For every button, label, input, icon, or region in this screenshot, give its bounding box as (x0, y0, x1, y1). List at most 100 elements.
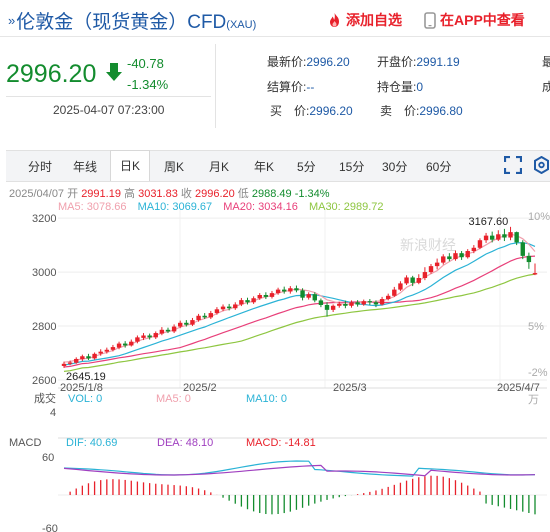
fire-icon (330, 13, 339, 27)
candle-body (220, 306, 226, 310)
candle-body (122, 343, 128, 346)
candle-body (171, 326, 177, 332)
candle-body (257, 295, 262, 299)
candle-body (214, 309, 220, 314)
candle-body (275, 289, 281, 294)
candle-body (483, 235, 489, 241)
candle-body (202, 315, 207, 318)
candle-body (318, 300, 324, 305)
candle-body (508, 232, 513, 238)
tab-30min[interactable]: 30分 (382, 160, 408, 174)
candle-body (324, 304, 330, 310)
add-watchlist-button[interactable]: 添加自选 (327, 10, 402, 30)
quote-divider (6, 96, 211, 97)
macd-y-tick-top: 60 (42, 452, 54, 464)
ma20-line (63, 255, 536, 368)
vol-ma10: MA10: 0 (246, 393, 287, 405)
extra-col-2: 成 (542, 80, 550, 94)
candle-body (86, 356, 91, 359)
chart-watermark: 新浪财经 (400, 237, 456, 253)
candle-body (453, 253, 458, 260)
add-watchlist-label: 添加自选 (346, 12, 402, 28)
fullscreen-icon[interactable] (504, 156, 522, 174)
tab-60min[interactable]: 60分 (426, 160, 452, 174)
candle-body (67, 362, 73, 364)
candle-body (410, 277, 415, 283)
candle-body (300, 290, 305, 298)
tab-5min[interactable]: 5分 (297, 160, 316, 174)
candle-body (422, 272, 428, 278)
ma-legend: MA5: 3078.66 MA10: 3069.67 MA20: 3034.16… (58, 201, 384, 213)
candle-body (465, 251, 470, 258)
candle-body (135, 337, 140, 342)
candle-body (288, 288, 293, 292)
tab-monthly-k[interactable]: 月K (209, 160, 230, 174)
candle-body (404, 277, 409, 284)
candle-body (496, 234, 501, 240)
percent-axis: 10% 5% -2% (528, 211, 550, 379)
percent-tick-label: 5% (528, 321, 544, 333)
tab-yearly-k[interactable]: 年K (254, 160, 275, 174)
macd-dif: DIF: 40.69 (66, 437, 117, 449)
tab-weekly-k[interactable]: 周K (164, 160, 185, 174)
y-tick-label: 2600 (32, 375, 56, 387)
candle-body (343, 303, 348, 306)
candle-body (263, 295, 269, 297)
candle-body (349, 302, 354, 306)
y-tick-label: 3200 (32, 213, 56, 225)
candle-body (428, 266, 434, 273)
candle-body (385, 295, 391, 300)
candle-body (330, 305, 336, 310)
ohlc-info-row: 2025/04/07 开 2991.19 高 3031.83 收 2996.20… (9, 188, 330, 200)
candle-body (159, 329, 165, 334)
ask-price-row: 卖 价:2996.80 (380, 104, 463, 118)
max-price-label: 3167.60 (469, 216, 509, 228)
latest-price-row: 最新价:2996.20 (267, 55, 350, 69)
candle-body (208, 313, 214, 318)
candle-body (367, 301, 373, 303)
percent-tick-label: -2% (528, 367, 548, 379)
macd-label: MACD (9, 437, 41, 449)
macd-value: MACD: -14.81 (246, 437, 316, 449)
ma30-line (63, 273, 536, 372)
open-in-app-button[interactable]: 在APP中查看 (424, 10, 525, 30)
min-price-label: 2645.19 (66, 371, 106, 383)
current-price: 2996.20 (6, 60, 97, 88)
candle-body (239, 300, 244, 305)
tab-year-line[interactable]: 年线 (73, 160, 98, 174)
macd-plot (58, 460, 547, 515)
candle-body (104, 349, 110, 352)
x-tick-label: 2025/1/8 (60, 382, 103, 394)
moving-average-lines (63, 233, 536, 372)
candle-body (355, 302, 360, 305)
chart-grid (58, 210, 547, 439)
candle-body (282, 289, 287, 292)
candle-body (416, 278, 421, 283)
period-tab-bar: 分时 年线 日K 周K 月K 年K 5分 15分 30分 60分 (6, 150, 550, 182)
quote-timestamp: 2025-04-07 07:23:00 (53, 103, 165, 117)
tab-daily-k[interactable]: 日K (110, 150, 151, 181)
candle-body (294, 288, 299, 291)
candle-body (379, 299, 385, 305)
candle-body (337, 303, 342, 306)
x-tick-label: 2025/3 (333, 382, 367, 394)
page-title: »伦敦金（现货黄金）CFD(XAU) (8, 7, 256, 34)
settle-price-row: 结算价:-- (267, 80, 315, 94)
tab-minute[interactable]: 分时 (28, 160, 53, 174)
tab-15min[interactable]: 15分 (339, 160, 365, 174)
ma10-legend: MA10: 3069.67 (137, 201, 213, 213)
candle-body (190, 320, 195, 325)
candle-body (514, 232, 519, 243)
bid-price-row: 买 价:2996.20 (270, 104, 353, 118)
candle-body (434, 262, 440, 267)
candle-body (441, 256, 446, 263)
ma5-legend: MA5: 3078.66 (58, 201, 127, 213)
instrument-name: 伦敦金（现货黄金）CFD (16, 12, 227, 33)
quote-vertical-divider (215, 44, 216, 128)
x-tick-label: 2025/2 (183, 382, 217, 394)
volume-label: 成交 (34, 391, 56, 405)
candle-body (245, 300, 250, 303)
candle-body (116, 343, 122, 348)
settings-icon[interactable] (533, 156, 550, 174)
